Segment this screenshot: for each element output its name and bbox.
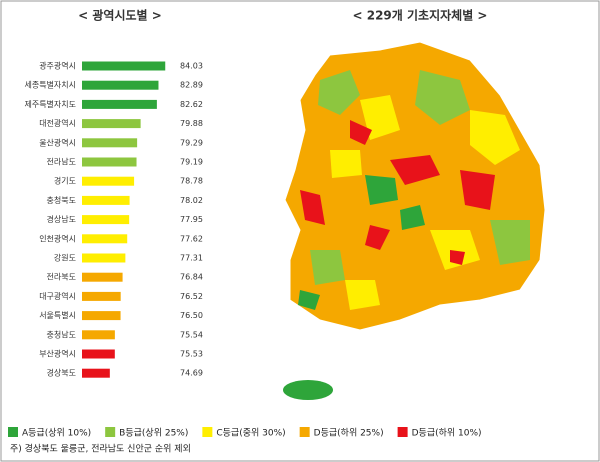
bar xyxy=(82,119,141,129)
legend-swatch xyxy=(202,427,213,437)
bar xyxy=(82,176,135,186)
value-label: 84.03 xyxy=(180,62,203,71)
category-label: 서울특별시 xyxy=(39,310,76,320)
footnote: 주) 경상북도 울릉군, 전라남도 신안군 순위 제외 xyxy=(10,443,191,455)
map xyxy=(283,41,546,400)
value-label: 77.62 xyxy=(180,234,203,243)
category-label: 충청북도 xyxy=(47,196,76,205)
value-label: 74.69 xyxy=(180,369,203,378)
category-label: 광주광역시 xyxy=(39,61,76,71)
category-label: 경상남도 xyxy=(47,214,76,224)
map-title: < 229개 기초지자체별 > xyxy=(353,8,488,23)
category-label: 전라남도 xyxy=(47,157,76,167)
category-label: 제주특별자치도 xyxy=(24,99,76,109)
bar xyxy=(82,291,121,301)
value-label: 79.19 xyxy=(180,158,203,167)
bar xyxy=(82,311,121,321)
category-label: 인천광역시 xyxy=(39,233,76,243)
value-label: 76.50 xyxy=(180,311,203,320)
category-label: 세종특별자치시 xyxy=(24,80,76,90)
category-label: 대전광역시 xyxy=(39,118,76,128)
bar xyxy=(82,157,137,167)
value-label: 77.31 xyxy=(180,254,203,263)
value-label: 75.54 xyxy=(180,330,203,339)
legend-label: B등급(상위 25%) xyxy=(119,428,188,439)
value-label: 78.02 xyxy=(180,196,203,205)
legend-swatch xyxy=(8,427,18,437)
bar xyxy=(82,349,115,359)
category-label: 부산광역시 xyxy=(39,349,76,359)
value-label: 79.29 xyxy=(180,138,203,147)
value-label: 82.62 xyxy=(180,100,203,109)
category-label: 전라북도 xyxy=(47,272,76,282)
bar xyxy=(82,234,128,244)
legend-label: A등급(상위 10%) xyxy=(22,428,91,439)
bar-title: < 광역시도별 > xyxy=(78,8,162,23)
legend-swatch xyxy=(105,427,116,437)
category-label: 대구광역시 xyxy=(39,291,76,301)
bar xyxy=(82,253,126,263)
category-label: 울산광역시 xyxy=(39,137,76,147)
value-label: 77.95 xyxy=(180,215,203,224)
category-label: 충청남도 xyxy=(47,330,76,339)
bar xyxy=(82,215,130,225)
legend-label: D등급(하위 10%) xyxy=(412,428,482,439)
bar xyxy=(82,138,138,148)
legend-swatch xyxy=(397,427,408,437)
bar xyxy=(82,272,123,282)
value-label: 82.89 xyxy=(180,81,203,90)
value-label: 78.78 xyxy=(180,177,203,186)
bar xyxy=(82,368,110,378)
category-label: 강원도 xyxy=(54,253,76,263)
bar xyxy=(82,330,115,340)
legend-swatch xyxy=(299,427,310,437)
bar xyxy=(82,99,157,109)
bar xyxy=(82,61,166,71)
bar xyxy=(82,195,130,205)
value-label: 79.88 xyxy=(180,119,203,128)
value-label: 75.53 xyxy=(180,350,203,359)
value-label: 76.52 xyxy=(180,292,203,301)
category-label: 경상북도 xyxy=(47,368,76,378)
bar xyxy=(82,80,159,90)
category-label: 경기도 xyxy=(54,176,76,186)
value-label: 76.84 xyxy=(180,273,203,282)
legend-label: C등급(중위 30%) xyxy=(216,428,285,439)
legend-label: D등급(하위 25%) xyxy=(314,428,384,439)
